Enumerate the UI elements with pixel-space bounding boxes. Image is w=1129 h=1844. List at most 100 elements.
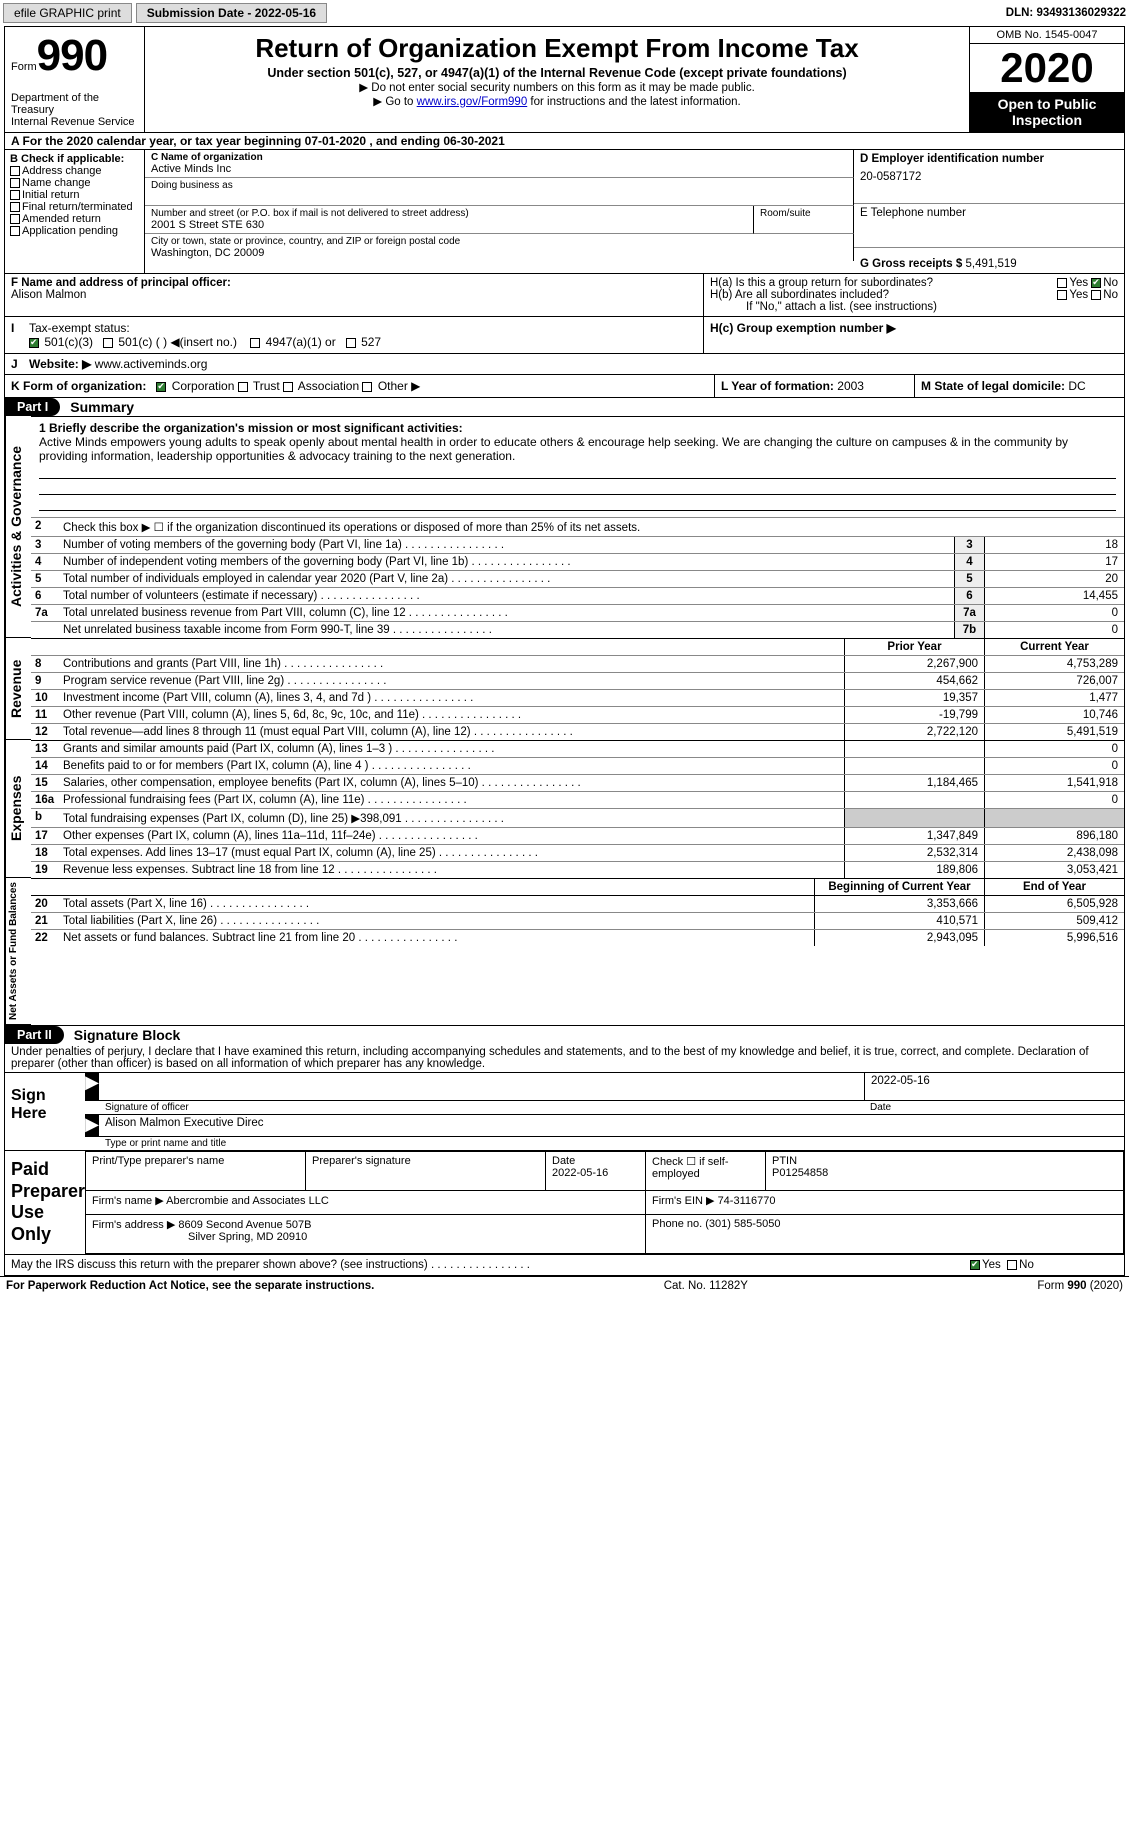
penalty-statement: Under penalties of perjury, I declare th… (5, 1044, 1124, 1073)
hdr-current-year: Current Year (984, 639, 1124, 655)
self-employed-cell: Check ☐ if self-employed (646, 1152, 766, 1191)
opt-501c: 501(c) ( ) ◀(insert no.) (118, 335, 237, 349)
phone-label: E Telephone number (860, 207, 1118, 219)
data-line: bTotal fundraising expenses (Part IX, co… (31, 808, 1124, 827)
chk-other[interactable] (362, 382, 372, 392)
ein-value: 20-0587172 (860, 171, 1118, 183)
expenses-section: Expenses 13Grants and similar amounts pa… (5, 740, 1124, 878)
tax-exempt-status: Tax-exempt status: 501(c)(3) 501(c) ( ) … (23, 317, 704, 353)
efile-print-button[interactable]: efile GRAPHIC print (3, 3, 132, 23)
ha-yesno: Yes No (1057, 277, 1118, 289)
otp-line2: Inspection (972, 112, 1122, 128)
preparer-date-label: Date (552, 1155, 575, 1167)
gov-line: 4Number of independent voting members of… (31, 553, 1124, 570)
data-line: 9Program service revenue (Part VIII, lin… (31, 672, 1124, 689)
sig-name-row: ▶ Alison Malmon Executive Direc (85, 1115, 1124, 1137)
firm-ein-cell: Firm's EIN ▶ 74-3116770 (646, 1190, 1124, 1214)
chk-discuss-no[interactable] (1007, 1260, 1017, 1270)
part2-tag: Part II (5, 1026, 64, 1044)
section-f: F Name and address of principal officer:… (5, 274, 704, 316)
part2-title: Signature Block (64, 1027, 181, 1043)
city-label: City or town, state or province, country… (151, 236, 847, 247)
chk-initial-return[interactable]: Initial return (10, 189, 139, 201)
vtab-expenses: Expenses (5, 740, 31, 878)
yes-lbl: Yes (982, 1259, 1001, 1271)
preparer-name-label: Print/Type preparer's name (92, 1155, 299, 1167)
footer-form-num: 990 (1067, 1280, 1086, 1292)
chk-discuss-yes[interactable] (970, 1260, 980, 1270)
header-right: OMB No. 1545-0047 2020 Open to Public In… (969, 27, 1124, 132)
opt-4947: 4947(a)(1) or (266, 335, 336, 349)
city-cell: City or town, state or province, country… (145, 234, 854, 261)
hdr-beginning-year: Beginning of Current Year (814, 879, 984, 895)
chk-address-change[interactable]: Address change (10, 165, 139, 177)
sig-name-value: Alison Malmon Executive Direc (99, 1115, 1124, 1136)
goto-note: ▶ Go to www.irs.gov/Form990 for instruct… (153, 94, 961, 108)
chk-501c[interactable] (103, 338, 113, 348)
street-label: Number and street (or P.O. box if mail i… (151, 208, 747, 219)
chk-lbl: Name change (22, 177, 91, 189)
self-employed-label: Check ☐ if self-employed (652, 1156, 729, 1180)
org-name-cell: C Name of organization Active Minds Inc (145, 150, 854, 178)
data-line: 15Salaries, other compensation, employee… (31, 774, 1124, 791)
preparer-sig-cell: Preparer's signature (306, 1152, 546, 1191)
chk-final-return[interactable]: Final return/terminated (10, 201, 139, 213)
revenue-section: Revenue Prior Year Current Year 8Contrib… (5, 638, 1124, 740)
paid-preparer-table: Print/Type preparer's name Preparer's si… (85, 1151, 1124, 1253)
gross-receipts-cell: G Gross receipts $ 5,491,519 (854, 248, 1124, 273)
firm-name-value: Abercrombie and Associates LLC (166, 1195, 329, 1207)
chk-name-change[interactable]: Name change (10, 177, 139, 189)
activities-governance-section: Activities & Governance 1 Briefly descri… (5, 416, 1124, 638)
officer-label: F Name and address of principal officer: (11, 277, 697, 289)
open-to-public: Open to Public Inspection (970, 92, 1124, 132)
row-k-label: K Form of organization: (11, 379, 146, 393)
row-l-label: L Year of formation: (721, 379, 834, 393)
chk-trust[interactable] (238, 382, 248, 392)
opt-527: 527 (361, 335, 381, 349)
form-number: Form990 (11, 31, 138, 81)
chk-527[interactable] (346, 338, 356, 348)
net-assets-section: Net Assets or Fund Balances Beginning of… (5, 878, 1124, 1026)
firm-name-label: Firm's name ▶ (92, 1195, 164, 1207)
section-bcdeg: B Check if applicable: Address change Na… (5, 150, 1124, 274)
chk-association[interactable] (283, 382, 293, 392)
submission-date-button[interactable]: Submission Date - 2022-05-16 (136, 3, 327, 23)
irs-link[interactable]: www.irs.gov/Form990 (417, 96, 528, 108)
row-klm: K Form of organization: Corporation Trus… (5, 375, 1124, 398)
hb-label: H(b) Are all subordinates included? (710, 289, 1057, 301)
dept-treasury: Department of the Treasury Internal Reve… (11, 92, 138, 128)
vtab-revenue: Revenue (5, 638, 31, 740)
part1-header: Part I Summary (5, 398, 1124, 416)
sig-officer-row: ▶ 2022-05-16 (85, 1073, 1124, 1101)
data-line: 20Total assets (Part X, line 16)3,353,66… (31, 895, 1124, 912)
opt-corp: Corporation (172, 379, 235, 393)
irs-label: Internal Revenue Service (11, 116, 138, 128)
row-i: I Tax-exempt status: 501(c)(3) 501(c) ( … (5, 317, 1124, 354)
data-line: 10Investment income (Part VIII, column (… (31, 689, 1124, 706)
gov-line: Net unrelated business taxable income fr… (31, 621, 1124, 638)
ptin-value: P01254858 (772, 1167, 828, 1179)
dba-cell: Doing business as (145, 178, 854, 206)
gov-line: 3Number of voting members of the governi… (31, 536, 1124, 553)
website-value: www.activeminds.org (95, 357, 208, 371)
chk-corporation[interactable] (156, 382, 166, 392)
street-value: 2001 S Street STE 630 (151, 219, 747, 231)
omb-number: OMB No. 1545-0047 (970, 27, 1124, 44)
chk-lbl: Final return/terminated (22, 201, 133, 213)
chk-application-pending[interactable]: Application pending (10, 225, 139, 237)
paid-preparer-label: Paid Preparer Use Only (5, 1151, 85, 1253)
chk-4947[interactable] (250, 338, 260, 348)
blank-line (39, 497, 1116, 511)
line2-text: Check this box ▶ ☐ if the organization d… (59, 518, 1124, 536)
sig-date-value: 2022-05-16 (864, 1073, 1124, 1100)
preparer-sig-label: Preparer's signature (312, 1155, 539, 1167)
firm-phone-cell: Phone no. (301) 585-5050 (646, 1214, 1124, 1253)
chk-501c3[interactable] (29, 338, 39, 348)
data-line: 8Contributions and grants (Part VIII, li… (31, 655, 1124, 672)
na-col-headers: Beginning of Current Year End of Year (31, 878, 1124, 895)
tax-year: 2020 (970, 44, 1124, 92)
data-line: 13Grants and similar amounts paid (Part … (31, 740, 1124, 757)
hc-row: H(c) Group exemption number ▶ (704, 317, 1124, 353)
section-b-header: B Check if applicable: (10, 153, 139, 165)
chk-amended-return[interactable]: Amended return (10, 213, 139, 225)
